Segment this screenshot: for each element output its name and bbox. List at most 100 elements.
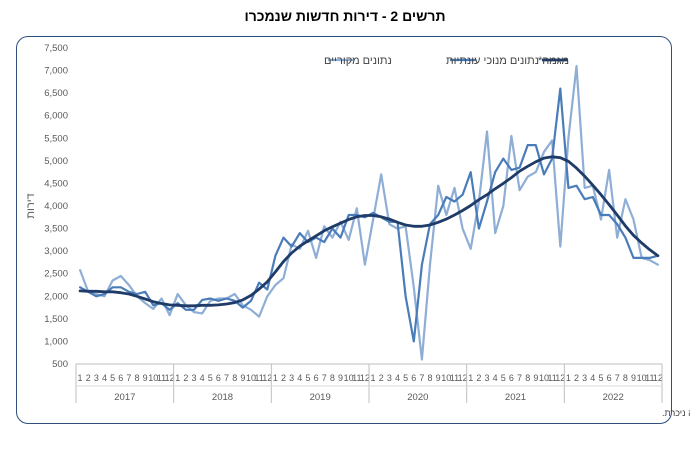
y-tick-label: 5,500 — [44, 133, 68, 144]
x-tick-label: 4 — [590, 373, 595, 383]
x-tick-label: 5 — [208, 373, 213, 383]
x-tick-label: 4 — [200, 373, 205, 383]
x-tick-label: 11 — [254, 373, 263, 383]
x-tick-label: 1 — [175, 373, 180, 383]
y-tick-label: 2,500 — [44, 269, 68, 280]
x-tick-label: 6 — [118, 373, 123, 383]
legend-label: מגמה* — [538, 55, 569, 67]
x-tick-label: 5 — [598, 373, 603, 383]
x-tick-label: 11 — [645, 373, 654, 383]
x-tick-label: 5 — [110, 373, 115, 383]
y-tick-label: 4,500 — [44, 178, 68, 189]
x-tick-label: 2 — [183, 373, 188, 383]
x-tick-label: 7 — [126, 373, 131, 383]
x-tick-label: 2 — [476, 373, 481, 383]
x-tick-label: 7 — [419, 373, 424, 383]
x-year-label: 2020 — [407, 392, 428, 403]
x-year-label: 2019 — [310, 392, 331, 403]
series-line-3 — [78, 155, 660, 308]
x-tick-label: 2 — [574, 373, 579, 383]
x-tick-label: 8 — [525, 373, 530, 383]
x-tick-label: 4 — [102, 373, 107, 383]
x-tick-label: 6 — [509, 373, 514, 383]
x-tick-label: 10 — [539, 373, 549, 383]
x-tick-label: 12 — [555, 373, 565, 383]
x-tick-label: 8 — [232, 373, 237, 383]
y-tick-label: 6,000 — [44, 111, 68, 122]
x-tick-label: 5 — [501, 373, 506, 383]
x-tick-label: 9 — [338, 373, 343, 383]
legend-label: נתונים מנוכי עונתיות — [446, 55, 539, 67]
x-tick-label: 7 — [322, 373, 327, 383]
x-tick-label: 7 — [517, 373, 522, 383]
y-tick-label: 7,000 — [44, 66, 68, 77]
x-tick-label: 7 — [615, 373, 620, 383]
series-line-1 — [79, 65, 659, 361]
x-tick-label: 1 — [566, 373, 571, 383]
x-tick-label: 2 — [281, 373, 286, 383]
x-tick-label: 1 — [273, 373, 278, 383]
y-tick-label: 6,500 — [44, 88, 68, 99]
y-tick-label: 3,500 — [44, 224, 68, 235]
x-tick-label: 2 — [86, 373, 91, 383]
x-tick-label: 12 — [458, 373, 468, 383]
x-tick-label: 3 — [485, 373, 490, 383]
x-tick-label: 10 — [441, 373, 451, 383]
x-year-label: 2017 — [114, 392, 135, 403]
y-axis: 500 1,000 1,500 2,000 2,500 3,000 3,500 4,000 4,… — [44, 43, 68, 370]
y-tick-label: 2,000 — [44, 291, 68, 302]
x-tick-label: 6 — [314, 373, 319, 383]
chart-frame — [16, 36, 672, 424]
x-tick-label: 11 — [450, 373, 459, 383]
x-year-label: 2022 — [603, 392, 624, 403]
x-tick-label: 12 — [360, 373, 370, 383]
y-tick-label: 500 — [52, 359, 68, 370]
y-tick-label: 7,500 — [44, 43, 68, 54]
x-tick-label: 6 — [216, 373, 221, 383]
x-tick-label: 1 — [468, 373, 473, 383]
x-tick-label: 10 — [148, 373, 158, 383]
y-tick-label: 3,000 — [44, 246, 68, 257]
y-tick-label: 1,500 — [44, 314, 68, 325]
x-tick-label: 4 — [493, 373, 498, 383]
x-tick-label: 3 — [94, 373, 99, 383]
x-tick-label: 9 — [631, 373, 636, 383]
x-tick-label: 6 — [411, 373, 416, 383]
y-axis-title: דירות — [25, 193, 37, 218]
x-tick-label: 5 — [403, 373, 408, 383]
x-tick-label: 10 — [344, 373, 354, 383]
x-tick-label: 9 — [533, 373, 538, 383]
x-tick-label: 2 — [379, 373, 384, 383]
x-tick-label: 4 — [395, 373, 400, 383]
x-tick-label: 10 — [246, 373, 256, 383]
x-tick-label: 4 — [297, 373, 302, 383]
x-tick-label: 3 — [582, 373, 587, 383]
x-tick-label: 3 — [387, 373, 392, 383]
x-tick-label: 5 — [305, 373, 310, 383]
x-tick-label: 9 — [240, 373, 245, 383]
x-tick-label: 3 — [192, 373, 197, 383]
x-tick-label: 12 — [653, 373, 663, 383]
series-lines — [78, 65, 660, 361]
x-tick-label: 8 — [428, 373, 433, 383]
x-tick-label: 7 — [224, 373, 229, 383]
x-tick-label: 11 — [547, 373, 556, 383]
x-tick-label: 10 — [637, 373, 647, 383]
x-tick-label: 11 — [352, 373, 361, 383]
footnote: * שלושת האומדנים האחרונים של המגמה עשויי… — [662, 408, 690, 418]
x-tick-label: 9 — [436, 373, 441, 383]
x-year-label: 2021 — [505, 392, 526, 403]
x-tick-label: 12 — [165, 373, 175, 383]
x-tick-label: 6 — [607, 373, 612, 383]
x-tick-label: 8 — [135, 373, 140, 383]
x-tick-label: 3 — [289, 373, 294, 383]
x-tick-label: 11 — [157, 373, 166, 383]
y-tick-label: 1,000 — [44, 336, 68, 347]
x-tick-label: 1 — [78, 373, 83, 383]
x-tick-label: 8 — [330, 373, 335, 383]
x-tick-label: 12 — [262, 373, 272, 383]
x-year-label: 2018 — [212, 392, 233, 403]
x-tick-label: 9 — [143, 373, 148, 383]
